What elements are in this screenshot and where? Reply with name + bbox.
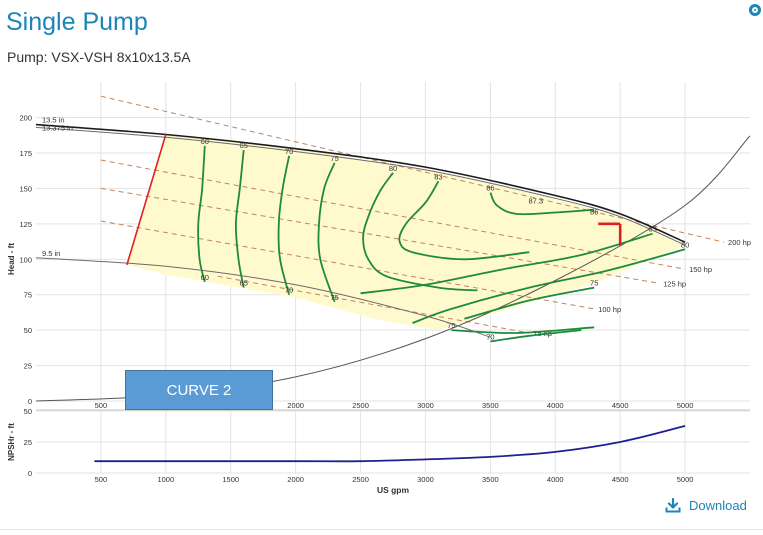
efficiency-label: 86: [590, 208, 598, 217]
y-tick-label: 150: [19, 184, 32, 193]
efficiency-contour: [490, 329, 582, 343]
y-tick-label: 75: [24, 291, 32, 300]
pump-subtitle: Pump: VSX-VSH 8x10x13.5A: [7, 49, 191, 65]
curve-overlay-label: CURVE 2: [125, 370, 273, 410]
y-tick-label: 0: [28, 397, 32, 406]
y-tick-label: 25: [24, 438, 32, 447]
efficiency-contour: [197, 145, 206, 283]
download-label: Download: [689, 498, 747, 513]
efficiency-contour: [362, 172, 478, 292]
y-tick-label: 50: [24, 326, 32, 335]
close-icon[interactable]: [749, 4, 761, 16]
efficiency-contour: [360, 232, 653, 295]
efficiency-label: 80: [389, 164, 397, 173]
npshr-curve: [94, 425, 686, 463]
download-icon: [665, 498, 681, 513]
x-tick-label: 4000: [547, 475, 564, 484]
selection-marker: [598, 222, 622, 246]
x-tick-label: 3500: [482, 401, 499, 410]
efficiency-label: 75: [330, 154, 338, 163]
x-tick-label: 4500: [612, 475, 629, 484]
power-line: [100, 159, 686, 270]
power-line: [100, 95, 725, 243]
x-tick-label: 3500: [482, 475, 499, 484]
impeller-curve-label: 13.375 in: [42, 123, 73, 132]
power-line: [100, 187, 660, 284]
efficiency-label: 60: [201, 273, 209, 282]
efficiency-contour: [464, 286, 595, 320]
power-line-label: 150 hp: [689, 265, 712, 274]
y-axis-title: NPSHr - ft: [7, 423, 16, 461]
y-tick-label: 25: [24, 362, 32, 371]
x-tick-label: 4500: [612, 401, 629, 410]
efficiency-label: 83: [648, 225, 656, 234]
x-tick-label: 2500: [352, 475, 369, 484]
y-tick-label: 175: [19, 149, 32, 158]
y-axis-title: Head - ft: [7, 243, 16, 275]
y-tick-label: 0: [28, 469, 32, 478]
power-line-label: 200 hp: [728, 238, 751, 247]
x-tick-label: 3000: [417, 475, 434, 484]
efficiency-contour: [489, 192, 595, 216]
power-line: [100, 220, 595, 310]
impeller-curve-label: 9.5 in: [42, 249, 60, 258]
download-button[interactable]: Download: [665, 498, 747, 513]
page-title: Single Pump: [6, 8, 148, 36]
x-tick-label: 3000: [417, 401, 434, 410]
impeller-curve: [35, 257, 491, 338]
efficiency-label: 75: [330, 293, 338, 302]
y-tick-label: 125: [19, 220, 32, 229]
y-tick-label: 100: [19, 255, 32, 264]
efficiency-contour: [317, 162, 336, 303]
y-tick-label: 200: [19, 114, 32, 123]
efficiency-label: 70: [285, 286, 293, 295]
efficiency-label: 87.3: [528, 196, 543, 205]
efficiency-contour: [412, 248, 686, 324]
footer-divider: [0, 529, 763, 530]
efficiency-label: 75: [590, 279, 598, 288]
x-tick-label: 5000: [677, 401, 694, 410]
impeller-curve-label: 13.5 in: [42, 116, 65, 125]
efficiency-contour: [451, 326, 595, 334]
power-line-label: 100 hp: [598, 305, 621, 314]
power-line: [217, 275, 530, 334]
y-tick-label: 50: [24, 407, 32, 416]
x-tick-label: 2000: [287, 401, 304, 410]
min-flow-boundary: [126, 134, 167, 266]
x-tick-label: 1500: [222, 475, 239, 484]
x-tick-label: 5000: [677, 475, 694, 484]
efficiency-contour: [234, 150, 245, 288]
x-tick-label: 500: [95, 475, 108, 484]
efficiency-label: 70: [285, 147, 293, 156]
efficiency-contour: [398, 180, 530, 261]
efficiency-contour: [277, 155, 290, 295]
efficiency-label: 75: [447, 321, 455, 330]
x-tick-label: 2000: [287, 475, 304, 484]
operating-region: [126, 134, 686, 331]
x-tick-label: 1000: [157, 475, 174, 484]
efficiency-label: 65: [240, 279, 248, 288]
x-axis-title: US gpm: [377, 485, 410, 495]
power-line-label: 125 hp: [663, 279, 686, 288]
x-tick-label: 4000: [547, 401, 564, 410]
x-tick-label: 500: [95, 401, 108, 410]
efficiency-label: 83: [434, 172, 442, 181]
x-tick-label: 2500: [352, 401, 369, 410]
efficiency-label: 86: [486, 184, 494, 193]
